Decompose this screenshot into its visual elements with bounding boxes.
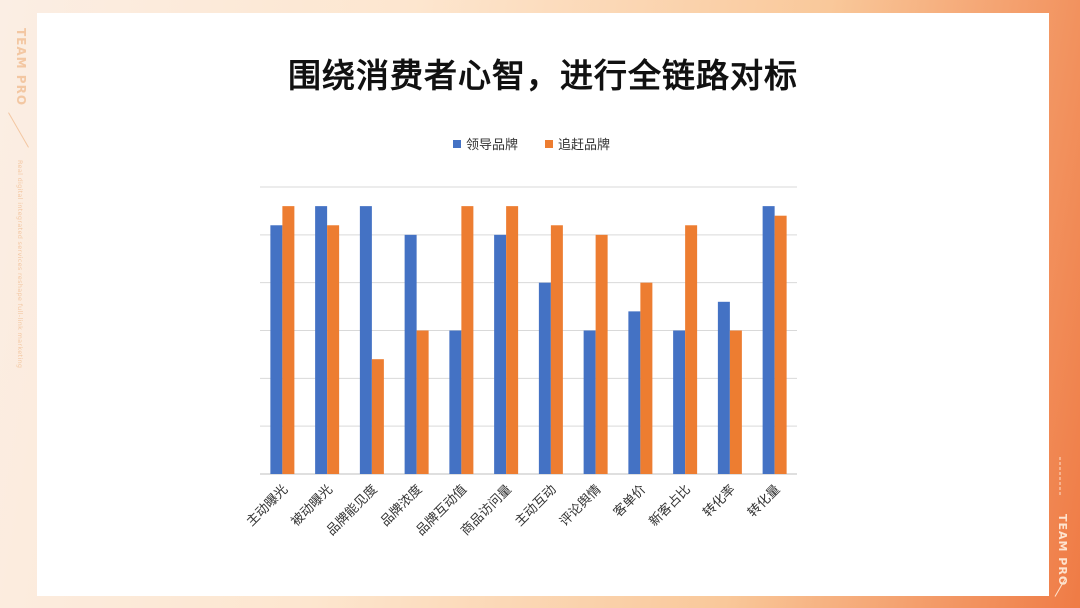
bar-challenger — [282, 206, 295, 474]
legend-swatch — [545, 140, 553, 148]
brand-slash-left — [8, 112, 29, 148]
bar-challenger — [416, 330, 429, 474]
bar-challenger — [595, 234, 608, 474]
bar-challenger — [371, 359, 384, 474]
bar-leader — [762, 206, 775, 474]
bar-leader — [673, 330, 686, 474]
right-brand-strip: TEAM PRO — [1054, 456, 1074, 597]
bar-leader — [494, 234, 507, 474]
bar-challenger — [506, 206, 519, 474]
brand-mark-left: TEAM PRO — [14, 28, 28, 107]
bar-leader — [315, 206, 328, 474]
legend-swatch — [453, 140, 461, 148]
x-tick-label: 主动互动 — [512, 482, 559, 529]
x-tick-label: 评论舆情 — [557, 482, 604, 529]
bar-leader — [404, 234, 417, 474]
bar-leader — [583, 330, 596, 474]
brand-mark-right: TEAM PRO — [1056, 514, 1069, 587]
x-tick-label: 主动曝光 — [244, 482, 291, 529]
content-card: 围绕消费者心智，进行全链路对标 主动曝光 被动曝光 品牌能见度 品牌浓度 品牌互动值 商品… — [37, 13, 1049, 596]
legend-label: 领导品牌 — [466, 137, 518, 153]
dot-ornament — [1059, 456, 1061, 496]
bar-leader — [449, 330, 462, 474]
brand-tagline: Real digital integrated services reshape… — [16, 160, 24, 369]
bar-challenger — [640, 282, 653, 474]
x-tick-label: 新客占比 — [646, 482, 694, 530]
bar-challenger — [461, 206, 474, 474]
x-tick-label: 转化量 — [745, 482, 783, 520]
bar-leader — [538, 282, 551, 474]
bar-leader — [270, 225, 283, 474]
bar-leader — [359, 206, 372, 474]
bar-challenger — [550, 225, 563, 474]
left-brand-strip: TEAM PRO Real digital integrated service… — [8, 28, 34, 368]
bar-challenger — [729, 330, 742, 474]
bar-challenger — [327, 225, 340, 474]
bar-challenger — [685, 225, 698, 474]
x-tick-label: 客单价 — [610, 482, 649, 521]
bar-leader — [628, 311, 641, 474]
legend-label: 追赶品牌 — [558, 137, 610, 153]
page-title: 围绕消费者心智，进行全链路对标 — [288, 56, 798, 95]
x-tick-label: 转化率 — [700, 482, 739, 521]
bar-leader — [717, 301, 730, 474]
bar-challenger — [774, 215, 787, 474]
